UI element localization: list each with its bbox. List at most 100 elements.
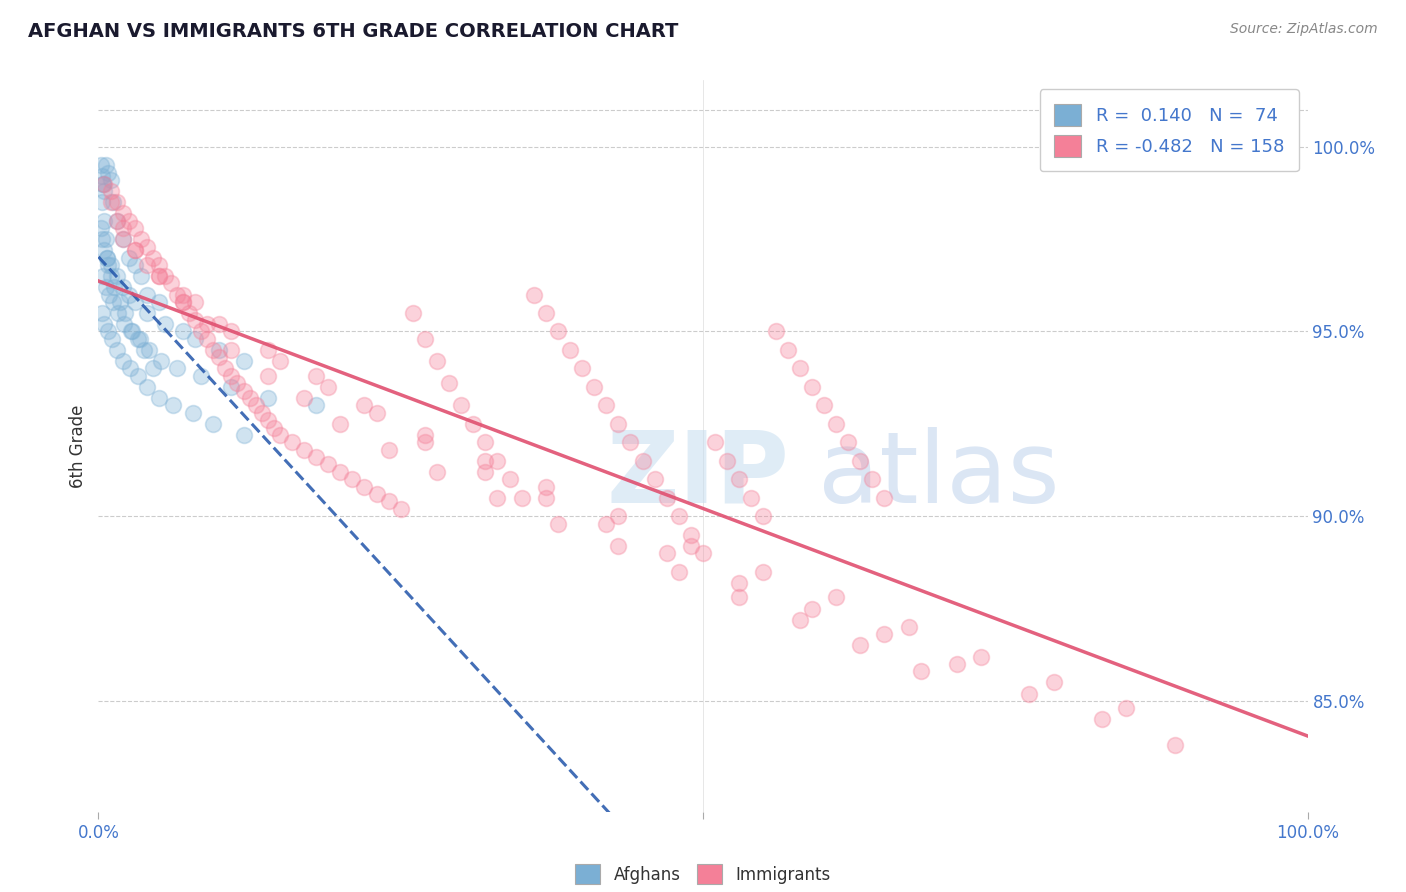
Point <box>728 472 751 486</box>
Point <box>124 244 146 258</box>
Point <box>93 244 115 258</box>
Point <box>100 258 122 272</box>
Point <box>148 258 170 272</box>
Point <box>111 221 134 235</box>
Point <box>668 509 690 524</box>
Point <box>413 332 436 346</box>
Point <box>692 546 714 560</box>
Point <box>134 343 156 357</box>
Point <box>195 332 218 346</box>
Point <box>631 454 654 468</box>
Point <box>221 343 243 357</box>
Point <box>1163 738 1185 752</box>
Point <box>305 450 328 464</box>
Point <box>121 325 143 339</box>
Point <box>124 244 146 258</box>
Point <box>752 565 775 579</box>
Text: AFGHAN VS IMMIGRANTS 6TH GRADE CORRELATION CHART: AFGHAN VS IMMIGRANTS 6TH GRADE CORRELATI… <box>28 22 679 41</box>
Point <box>269 354 291 368</box>
Point <box>221 325 243 339</box>
Point <box>1091 712 1114 726</box>
Point <box>135 239 157 253</box>
Point <box>97 166 120 180</box>
Point <box>897 620 920 634</box>
Point <box>101 294 124 309</box>
Point <box>474 465 496 479</box>
Point <box>112 317 135 331</box>
Point <box>108 294 131 309</box>
Point <box>426 465 449 479</box>
Point <box>148 294 170 309</box>
Point <box>232 354 254 368</box>
Point <box>655 546 678 560</box>
Point <box>162 398 184 412</box>
Point <box>184 294 207 309</box>
Point <box>208 343 231 357</box>
Point <box>221 380 243 394</box>
Point <box>765 325 787 339</box>
Point <box>118 361 141 376</box>
Point <box>96 251 118 265</box>
Point <box>595 516 617 531</box>
Point <box>105 343 128 357</box>
Point <box>100 268 122 283</box>
Point <box>377 442 399 457</box>
Point <box>111 232 134 246</box>
Text: Source: ZipAtlas.com: Source: ZipAtlas.com <box>1230 22 1378 37</box>
Point <box>153 317 176 331</box>
Y-axis label: 6th Grade: 6th Grade <box>69 404 87 488</box>
Point <box>148 268 170 283</box>
Text: ZIP: ZIP <box>606 426 789 524</box>
Point <box>208 351 231 365</box>
Point <box>124 221 146 235</box>
Point <box>120 325 142 339</box>
Point <box>679 539 702 553</box>
Point <box>305 368 328 383</box>
Point <box>789 613 811 627</box>
Point <box>135 380 157 394</box>
Point <box>813 398 835 412</box>
Point <box>849 454 872 468</box>
Point <box>166 361 188 376</box>
Point <box>172 294 194 309</box>
Point <box>142 361 165 376</box>
Point <box>148 268 170 283</box>
Point <box>184 332 207 346</box>
Point <box>105 268 128 283</box>
Point <box>413 428 436 442</box>
Point <box>342 472 364 486</box>
Point <box>111 206 134 220</box>
Point <box>329 417 352 431</box>
Point <box>644 472 666 486</box>
Point <box>90 221 112 235</box>
Point <box>195 317 218 331</box>
Point <box>534 480 557 494</box>
Point <box>111 280 134 294</box>
Point <box>668 565 690 579</box>
Legend: Afghans, Immigrants: Afghans, Immigrants <box>568 857 838 891</box>
Point <box>172 294 194 309</box>
Point <box>1042 675 1064 690</box>
Point <box>118 287 141 301</box>
Point <box>100 332 122 346</box>
Point <box>946 657 969 671</box>
Point <box>413 435 436 450</box>
Point <box>534 306 557 320</box>
Point <box>970 649 993 664</box>
Point <box>463 417 485 431</box>
Point <box>426 354 449 368</box>
Point <box>124 258 146 272</box>
Point <box>679 527 702 541</box>
Point <box>111 232 134 246</box>
Point <box>547 516 569 531</box>
Point <box>474 435 496 450</box>
Point <box>105 213 128 227</box>
Point <box>607 509 630 524</box>
Point <box>292 391 315 405</box>
Point <box>214 361 236 376</box>
Point <box>135 258 157 272</box>
Point <box>127 332 149 346</box>
Point <box>263 420 285 434</box>
Point <box>353 398 375 412</box>
Point <box>316 380 339 394</box>
